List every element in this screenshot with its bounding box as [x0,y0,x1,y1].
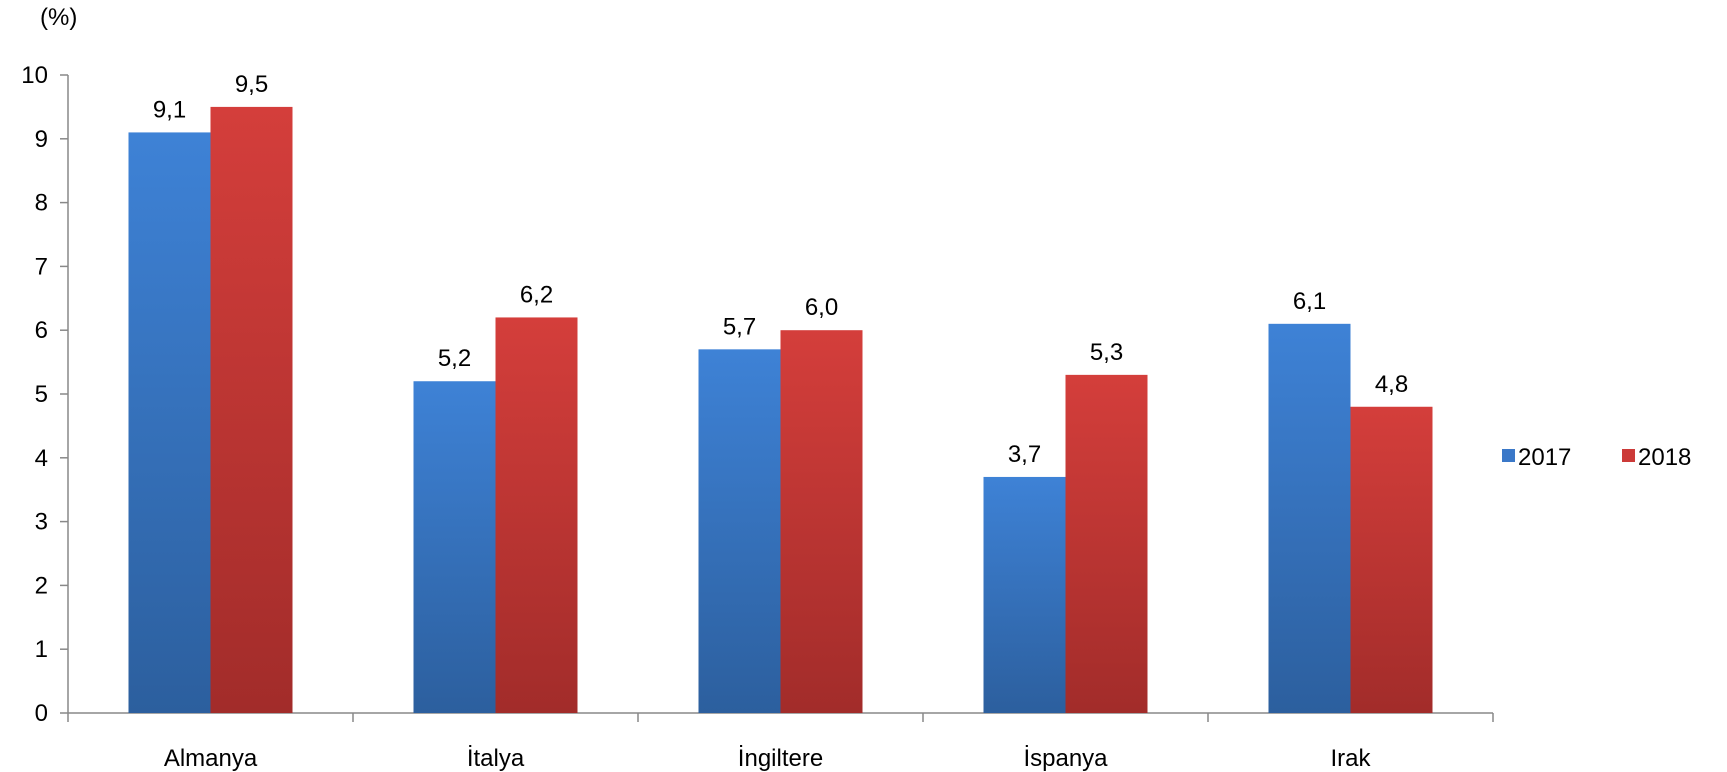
bar-2018-4 [1350,406,1433,713]
bar-2017-1 [413,381,496,713]
data-label: 6,1 [1293,288,1326,315]
data-label: 6,0 [805,294,838,321]
bars [128,106,1433,714]
legend-swatch-2018 [1622,449,1635,462]
bar-2017-2 [698,349,781,713]
bar-2018-2 [780,330,863,713]
y-tick-label: 4 [35,445,48,472]
x-category-label: Irak [1330,745,1371,772]
data-label: 9,1 [153,96,186,123]
y-tick-label: 6 [35,317,48,344]
data-label: 5,7 [723,313,756,340]
data-label: 5,2 [438,345,471,372]
y-tick-label: 2 [35,572,48,599]
x-category-label: Almanya [164,745,258,772]
data-label: 4,8 [1375,371,1408,398]
y-tick-label: 10 [21,62,48,89]
legend-label: 2018 [1638,444,1691,471]
y-tick-label: 1 [35,636,48,663]
bar-2017-4 [1268,323,1351,713]
y-tick-label: 7 [35,253,48,280]
y-tick-label: 3 [35,509,48,536]
y-tick-label: 5 [35,381,48,408]
axes: 0 1 2 3 4 5 6 7 8 9 10 Almanya İtalya İngiltere İspany… [21,62,1494,772]
x-category-label: İspanya [1023,745,1108,772]
bar-2017-3 [983,476,1066,713]
y-tick-label: 9 [35,126,48,153]
legend-swatch-2017 [1502,449,1515,462]
bar-2018-1 [495,317,578,713]
legend: 2017 2018 [1502,444,1691,471]
y-tick-label: 8 [35,190,48,217]
y-axis-unit-label: (%) [40,4,77,31]
x-category-label: İtalya [467,745,525,772]
legend-label: 2017 [1518,444,1571,471]
bar-2017-0 [128,132,211,714]
y-tick-label: 0 [35,700,48,727]
bar-2018-3 [1065,374,1148,713]
bar-2018-0 [210,106,293,713]
data-label: 6,2 [520,281,553,308]
x-category-label: İngiltere [738,745,823,772]
data-label: 3,7 [1008,441,1041,468]
data-label: 5,3 [1090,339,1123,366]
data-labels: 9,1 5,2 5,7 3,7 6,1 9,5 6,2 6,0 5,3 4,8 [153,71,1408,468]
data-label: 9,5 [235,71,268,98]
